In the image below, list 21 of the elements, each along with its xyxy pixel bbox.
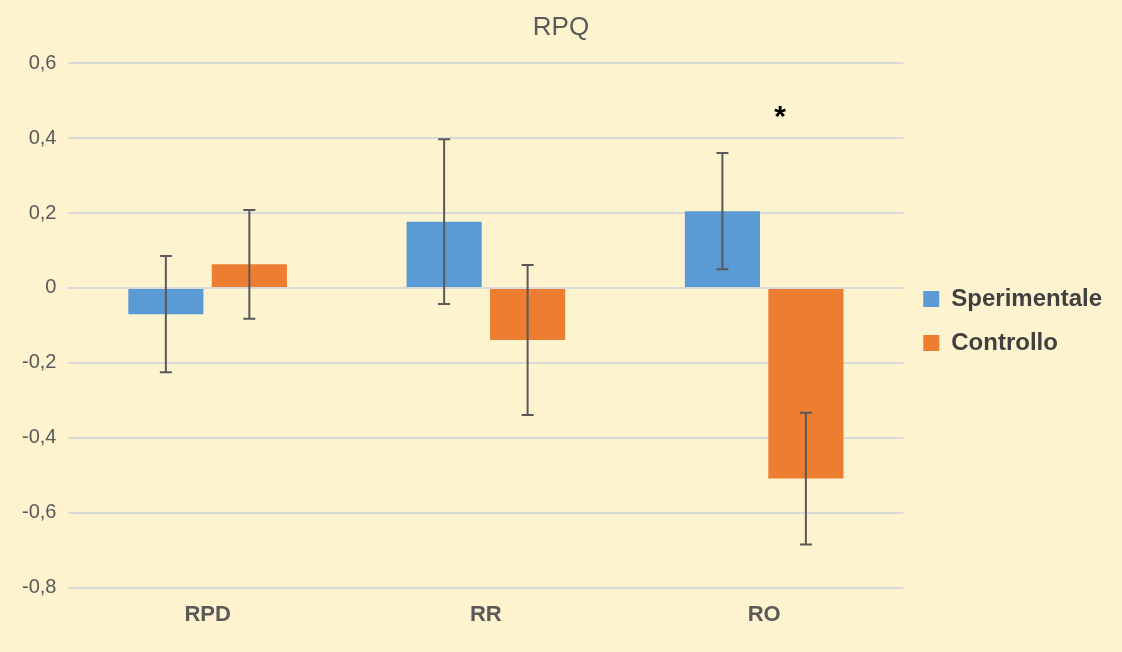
y-tick-label: 0 <box>45 275 57 298</box>
bar <box>128 288 204 315</box>
y-tick-label: -0,6 <box>21 500 57 523</box>
bar <box>768 288 844 479</box>
bar <box>490 288 566 341</box>
x-tick-label: RR <box>469 600 502 626</box>
annotation: * <box>774 99 787 133</box>
bar <box>406 221 482 287</box>
y-tick-label: -0,8 <box>21 575 57 598</box>
bar <box>684 211 760 287</box>
y-tick-label: 0,6 <box>28 50 57 73</box>
x-tick-label: RO <box>747 600 781 626</box>
legend-label: Sperimentale <box>951 283 1103 311</box>
x-tick-label: RPD <box>184 600 231 626</box>
y-tick-label: -0,2 <box>21 350 57 373</box>
y-tick-label: 0,2 <box>28 200 57 223</box>
y-tick-label: 0,4 <box>28 125 57 148</box>
legend-label: Controllo <box>951 327 1058 355</box>
chart-title: RPQ <box>532 10 590 41</box>
y-tick-label: -0,4 <box>21 425 57 448</box>
bar <box>211 264 287 287</box>
